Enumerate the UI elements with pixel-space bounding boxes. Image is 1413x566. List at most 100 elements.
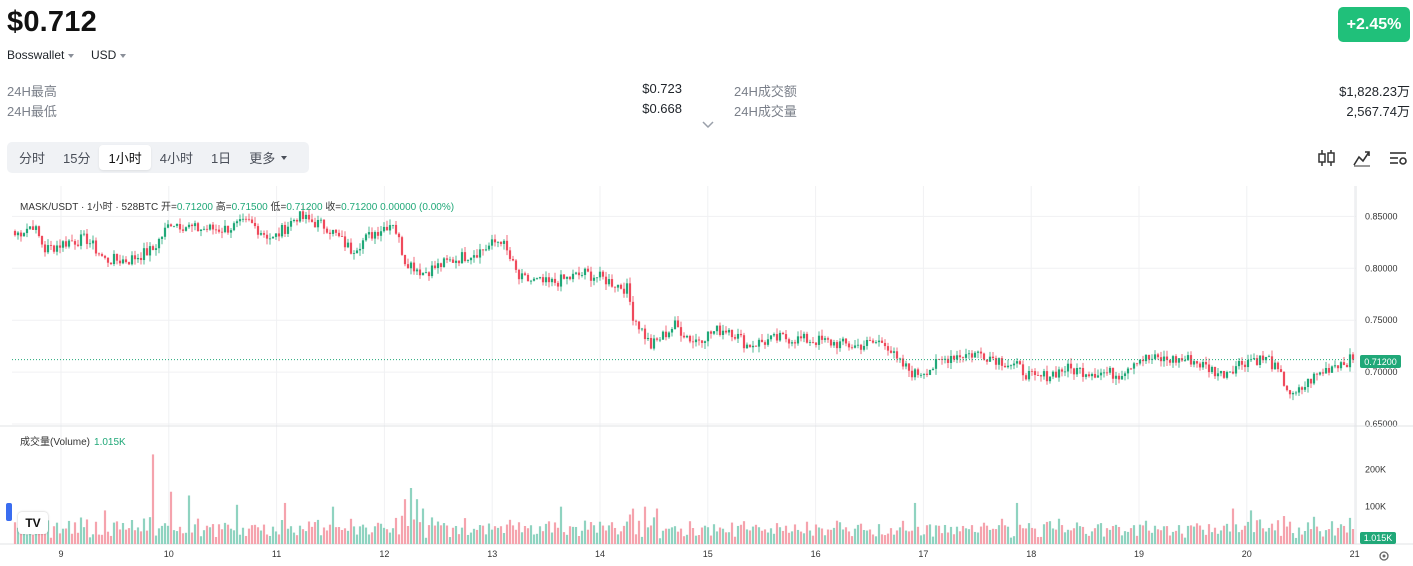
volume-bar <box>493 526 497 544</box>
candle-body <box>1234 366 1238 374</box>
candle-body <box>124 259 128 263</box>
volume-bar <box>292 532 296 544</box>
candle-body <box>1330 366 1334 373</box>
tab-4h[interactable]: 4小时 <box>159 151 193 166</box>
volume-bar <box>22 525 26 544</box>
candle-body <box>334 229 338 233</box>
candle-body <box>1186 355 1190 361</box>
volume-bar <box>391 528 395 544</box>
candle-body <box>1108 367 1112 373</box>
candle-body <box>1138 359 1142 364</box>
volume-bar <box>742 521 746 544</box>
volume-bar <box>1057 518 1061 544</box>
volume-bar <box>628 514 632 544</box>
volume-bar <box>220 529 224 544</box>
volume-bar <box>577 535 581 544</box>
volume-bar <box>1252 532 1256 544</box>
volume-bar <box>541 531 545 544</box>
side-panel-handle[interactable] <box>6 503 12 521</box>
volume-bar <box>526 528 530 544</box>
volume-bar <box>325 530 329 544</box>
candle-body <box>691 341 695 343</box>
tab-1h[interactable]: 1小时 <box>99 145 151 170</box>
candle-body <box>1270 356 1274 370</box>
candle-body <box>205 228 209 230</box>
volume-bar <box>1120 535 1124 544</box>
tab-15m[interactable]: 15分 <box>63 151 91 166</box>
indicator-icon[interactable] <box>1351 147 1373 169</box>
tab-more[interactable]: 更多 <box>240 145 296 170</box>
volume-bar <box>733 536 737 544</box>
candle-body <box>550 278 554 283</box>
tradingview-logo[interactable]: TV <box>18 512 48 534</box>
volume-bar <box>1303 530 1307 544</box>
candle-body <box>748 344 752 348</box>
price-chart[interactable]: 0.85000 0.80000 0.75000 0.70000 0.65000 9 10 11… <box>0 186 1413 566</box>
volume-bar <box>358 526 362 544</box>
candle-body <box>910 370 914 378</box>
candlestick-chart-svg: 0.85000 0.80000 0.75000 0.70000 0.65000 9 10 11… <box>0 186 1413 559</box>
tab-1d[interactable]: 1日 <box>210 151 232 166</box>
candle-body <box>1168 360 1172 363</box>
volume-bar <box>793 524 797 544</box>
settings-list-icon[interactable] <box>1387 147 1409 169</box>
volume-bar <box>1300 534 1304 544</box>
volume-bar <box>1243 525 1247 544</box>
candle-body <box>412 262 416 272</box>
volume-bar <box>730 522 734 544</box>
candle-body <box>814 342 818 345</box>
volume-bar <box>604 530 608 544</box>
candle-body <box>1144 354 1148 362</box>
volume-bar <box>289 526 293 544</box>
legend-close-label: 收= <box>325 202 342 213</box>
volume-bar <box>982 522 986 544</box>
tab-timeline[interactable]: 分时 <box>19 151 46 166</box>
candle-body <box>853 345 857 348</box>
candle-body <box>1240 360 1244 365</box>
volume-bar <box>979 526 983 544</box>
candle-body <box>595 277 599 279</box>
volume-bar <box>1276 520 1280 544</box>
volume-bar <box>673 526 677 544</box>
exchange-select[interactable]: Bosswallet <box>7 48 75 62</box>
volume-bar <box>994 529 998 544</box>
candle-body <box>49 245 53 246</box>
candle-body <box>127 262 131 265</box>
candle-body <box>826 338 830 340</box>
volume-bar <box>196 518 200 544</box>
candle-body <box>1339 362 1343 369</box>
candle-body <box>733 337 737 339</box>
candle-body <box>1306 378 1310 388</box>
volume-bar <box>1342 525 1346 544</box>
expand-chevron-icon[interactable] <box>701 118 715 132</box>
x-tick-label: 21 <box>1350 549 1360 559</box>
volume-bar <box>1204 534 1208 544</box>
volume-bar <box>1327 529 1331 544</box>
candle-body <box>319 219 323 221</box>
volume-bar <box>142 518 146 544</box>
volume-bar <box>715 531 719 544</box>
volume-bar <box>940 533 944 544</box>
candle-body <box>1300 387 1304 390</box>
volume-bar <box>223 522 227 544</box>
volume-bar <box>643 506 647 544</box>
candle-body <box>898 358 902 360</box>
volume-bar <box>517 522 521 544</box>
volume-bar <box>337 527 341 544</box>
candle-body <box>682 335 686 338</box>
currency-select[interactable]: USD <box>91 48 127 62</box>
candlestick-icon[interactable] <box>1316 147 1338 169</box>
volume-bar <box>1288 521 1292 544</box>
volume-bar <box>844 527 848 544</box>
volume-bar <box>136 527 140 544</box>
volume-bar <box>1219 530 1223 544</box>
gear-icon[interactable] <box>1378 550 1390 562</box>
candle-body <box>421 272 425 276</box>
candle-body <box>235 221 239 224</box>
volume-bar <box>262 524 266 544</box>
candle-body <box>253 222 257 227</box>
volume-bar <box>1144 520 1148 544</box>
volume-bar <box>169 491 173 544</box>
candle-body <box>1060 369 1064 372</box>
candle-body <box>709 331 713 334</box>
